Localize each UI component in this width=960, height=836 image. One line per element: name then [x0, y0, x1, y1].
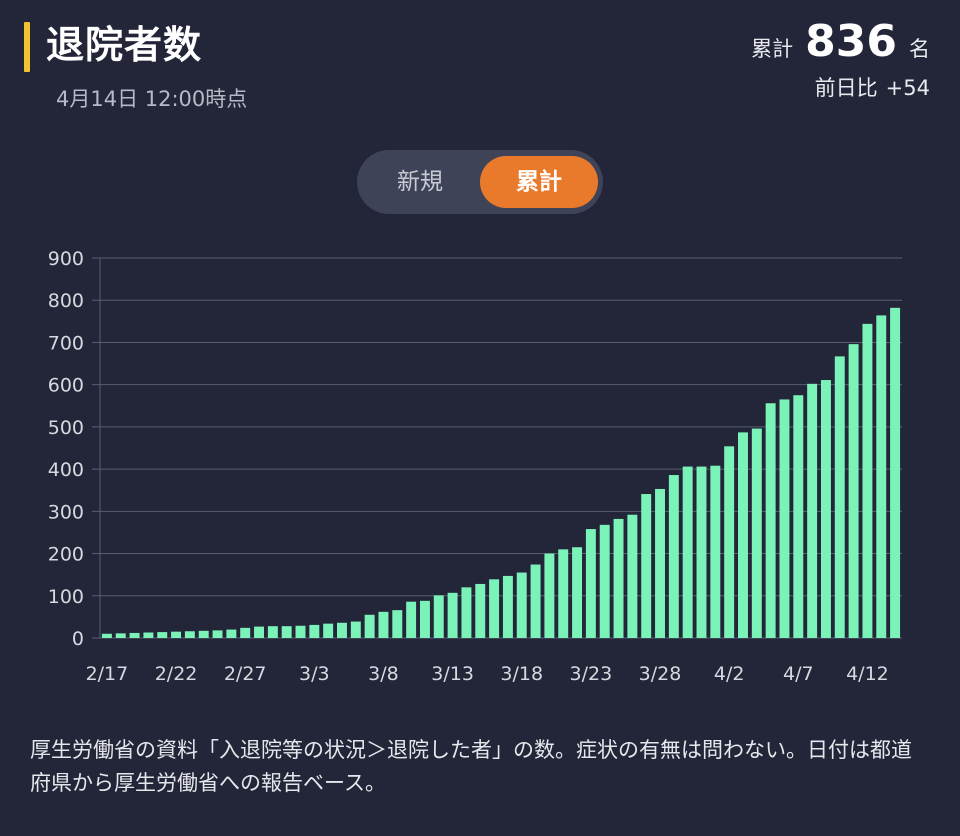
bar	[184, 631, 195, 638]
bar	[143, 632, 154, 638]
discharged-bar-chart: 0 100 200 300 400 500 600 700 800 900 2/17 2/22 2/27…	[48, 248, 902, 685]
bar	[738, 432, 748, 638]
y-tick-label: 0	[72, 628, 84, 650]
bar	[171, 631, 182, 638]
bar	[198, 630, 209, 638]
bar	[447, 592, 458, 638]
y-tick-label: 600	[48, 375, 84, 397]
bar	[115, 633, 126, 638]
day-over-day-label: 前日比	[814, 76, 878, 100]
bar	[834, 356, 845, 638]
y-tick-label: 100	[48, 586, 84, 608]
bar	[572, 547, 583, 638]
bar	[765, 403, 776, 638]
toggle-new-button[interactable]: 新規	[397, 169, 443, 195]
x-tick-label: 2/22	[155, 663, 198, 685]
day-over-day-value: +54	[885, 76, 930, 100]
bar	[710, 465, 721, 638]
bar	[267, 626, 278, 638]
x-tick-label: 2/27	[224, 663, 267, 685]
bar	[862, 323, 873, 638]
bar	[613, 518, 624, 638]
bar	[807, 383, 818, 638]
cumulative-label: 累計	[751, 37, 794, 61]
bar	[461, 587, 472, 638]
y-tick-label: 300	[48, 501, 84, 523]
day-over-day: 前日比 +54	[751, 72, 930, 102]
page-title: 退院者数	[46, 23, 203, 67]
bar	[876, 315, 887, 638]
y-tick-label: 400	[48, 459, 84, 481]
y-tick-label: 500	[48, 417, 84, 439]
bar	[281, 626, 292, 638]
bar	[309, 624, 320, 638]
bar	[323, 623, 334, 638]
bar	[226, 629, 237, 638]
bar	[724, 446, 735, 638]
bar	[820, 380, 831, 638]
source-note: 厚生労働省の資料「入退院等の状況＞退院した者」の数。症状の有無は問わない。日付は…	[30, 738, 912, 795]
bar	[364, 614, 375, 638]
bar	[751, 428, 762, 638]
x-tick-label: 4/12	[846, 663, 889, 685]
x-tick-label: 4/7	[783, 663, 814, 685]
y-tick-label: 200	[48, 544, 84, 566]
bar	[378, 611, 389, 638]
bar	[157, 632, 168, 638]
x-tick-label: 3/23	[570, 663, 613, 685]
bar	[627, 514, 638, 638]
timestamp: 4月14日 12:00時点	[56, 87, 248, 111]
bar	[350, 621, 361, 638]
x-tick-label: 4/2	[714, 663, 745, 685]
bar	[489, 579, 500, 638]
y-tick-label: 900	[48, 248, 84, 270]
x-tick-label: 2/17	[86, 663, 129, 685]
bar	[585, 529, 596, 638]
bar	[682, 466, 693, 638]
bar	[890, 307, 901, 638]
x-tick-label: 3/18	[500, 663, 543, 685]
cumulative-unit: 名	[909, 37, 930, 61]
x-tick-label: 3/3	[299, 663, 330, 685]
bar	[530, 564, 541, 638]
view-toggle: 新規 累計	[357, 150, 603, 214]
bar	[848, 344, 859, 638]
toggle-total-button[interactable]: 累計	[480, 156, 598, 208]
bar	[641, 494, 652, 638]
cumulative-value: 836	[805, 16, 897, 67]
bar	[433, 595, 444, 638]
bar	[129, 632, 140, 638]
summary-panel: 累計 836 名 前日比 +54	[751, 14, 930, 102]
bar	[406, 601, 417, 638]
y-tick-label: 700	[48, 332, 84, 354]
bar	[240, 627, 251, 638]
bar	[502, 575, 513, 638]
bar	[668, 475, 679, 638]
bar	[599, 524, 610, 638]
bar	[558, 549, 569, 638]
bar	[101, 633, 112, 638]
bar	[475, 583, 486, 638]
bar	[212, 630, 223, 638]
bar	[544, 553, 555, 638]
bar	[516, 572, 527, 638]
bar	[254, 626, 264, 638]
bar	[295, 625, 306, 638]
bar	[337, 622, 347, 638]
x-tick-label: 3/13	[431, 663, 474, 685]
x-tick-label: 3/8	[368, 663, 399, 685]
bar	[419, 600, 430, 638]
bar	[779, 399, 790, 638]
bar	[696, 466, 707, 638]
y-tick-label: 800	[48, 290, 84, 312]
x-tick-label: 3/28	[639, 663, 682, 685]
title-accent-bar	[24, 22, 30, 72]
bar	[655, 488, 665, 638]
bar	[793, 395, 804, 638]
bar	[392, 610, 403, 638]
